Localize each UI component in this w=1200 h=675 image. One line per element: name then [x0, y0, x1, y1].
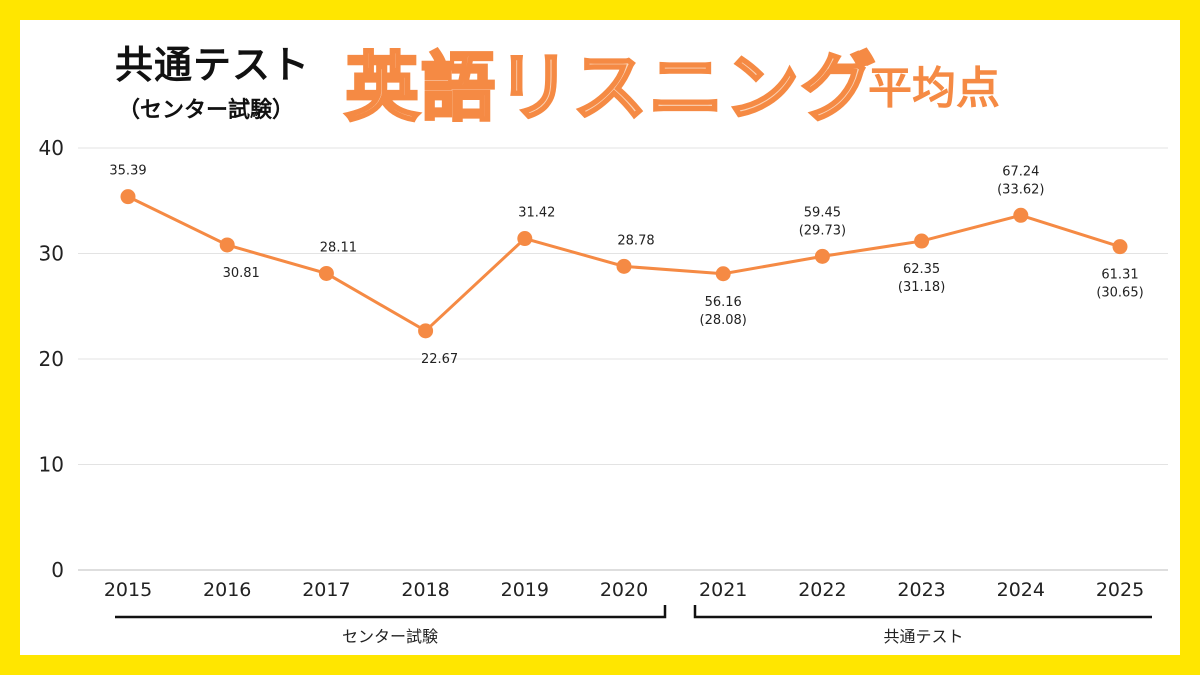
- data-point: [814, 248, 830, 264]
- x-tick-label: 2025: [1096, 579, 1144, 601]
- x-tick-label: 2016: [203, 579, 251, 601]
- y-tick-label: 40: [39, 136, 64, 160]
- x-tick-label: 2015: [104, 579, 152, 601]
- title-sub: （センター試験）: [118, 98, 295, 123]
- group-label: センター試験: [342, 627, 438, 646]
- data-point: [418, 323, 434, 339]
- data-label: 30.81: [223, 266, 260, 281]
- data-label: (31.18): [898, 280, 945, 295]
- data-point: [616, 258, 632, 274]
- data-label: 35.39: [109, 164, 146, 179]
- title-suffix: 平均点: [868, 63, 1000, 114]
- y-tick-label: 20: [39, 347, 64, 371]
- data-point: [318, 265, 334, 281]
- data-point: [914, 233, 930, 249]
- data-label: (28.08): [700, 313, 747, 328]
- data-point: [1013, 207, 1029, 223]
- group-label: 共通テスト: [883, 627, 963, 646]
- title-highlight: 英語リスニング: [344, 44, 877, 133]
- data-label: 28.11: [320, 240, 357, 255]
- data-point: [715, 266, 731, 282]
- data-label: 28.78: [617, 233, 654, 248]
- data-label: (30.65): [1096, 286, 1143, 301]
- x-tick-label: 2024: [997, 579, 1045, 601]
- group-bracket: [115, 605, 667, 619]
- x-tick-label: 2021: [699, 579, 747, 601]
- group-bracket: [693, 605, 1152, 619]
- chart-frame: [20, 20, 1180, 655]
- data-label: 31.42: [518, 206, 555, 221]
- data-point: [120, 189, 136, 205]
- x-tick-label: 2018: [401, 579, 449, 601]
- title-main: 共通テスト: [115, 43, 311, 87]
- x-tick-label: 2023: [897, 579, 945, 601]
- x-tick-label: 2017: [302, 579, 350, 601]
- data-label: 22.67: [421, 352, 458, 367]
- y-tick-label: 30: [39, 242, 64, 266]
- data-label: 67.24: [1002, 164, 1039, 179]
- y-tick-label: 0: [51, 558, 64, 582]
- data-label: (29.73): [799, 223, 846, 238]
- data-point: [517, 231, 533, 247]
- data-label: 61.31: [1101, 268, 1138, 283]
- data-label: 62.35: [903, 262, 940, 277]
- data-label: 56.16: [705, 295, 742, 310]
- data-point: [219, 237, 235, 253]
- data-label: 59.45: [804, 205, 841, 220]
- x-tick-label: 2019: [501, 579, 549, 601]
- x-tick-label: 2022: [798, 579, 846, 601]
- y-tick-label: 10: [39, 453, 64, 477]
- x-tick-label: 2020: [600, 579, 648, 601]
- data-label: (33.62): [997, 182, 1044, 197]
- data-point: [1112, 239, 1128, 255]
